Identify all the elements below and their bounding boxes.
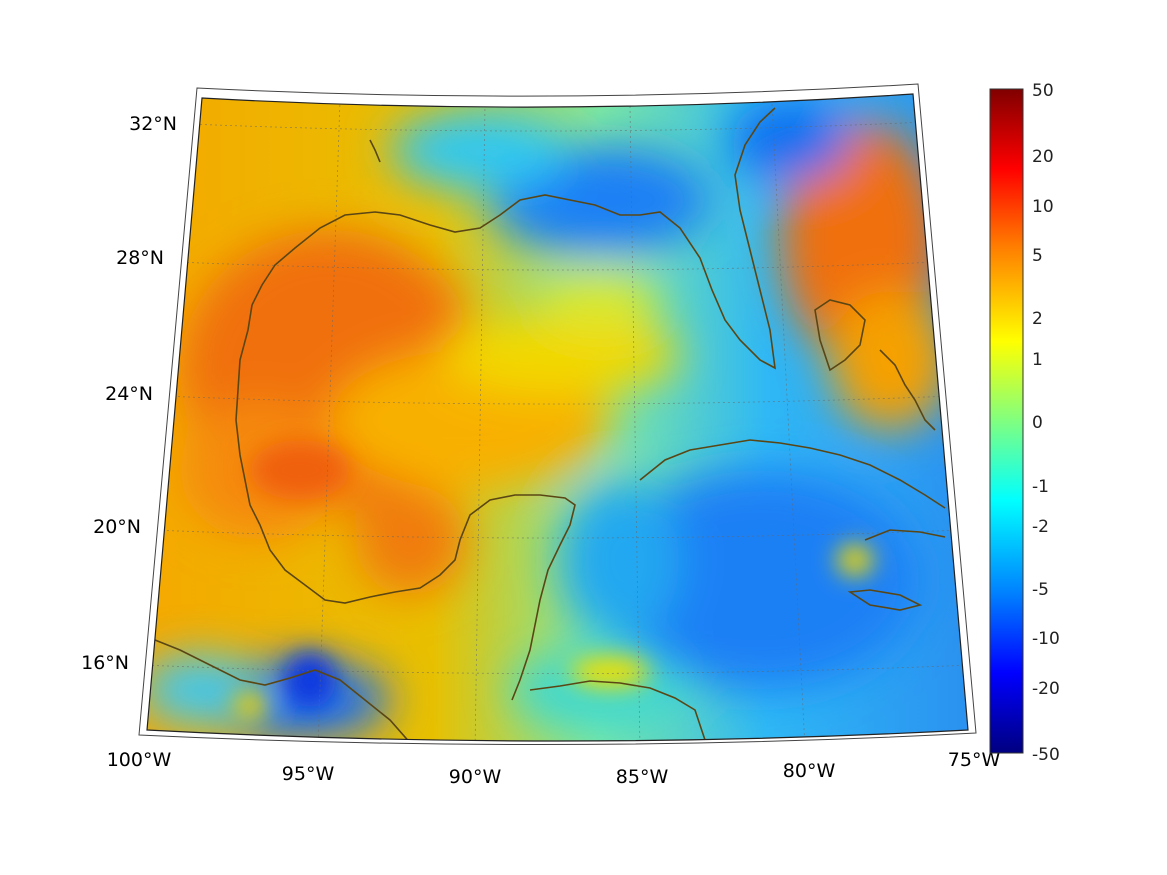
- lon-label: 90°W: [449, 766, 502, 788]
- colorbar-tick-label: -1: [1032, 477, 1049, 497]
- lat-label: 20°N: [93, 516, 141, 538]
- colorbar-tick-label: -2: [1032, 517, 1049, 537]
- colorbar-tick-label: -50: [1032, 745, 1060, 765]
- lon-label: 100°W: [107, 749, 172, 771]
- colorbar-tick-label: 5: [1032, 246, 1043, 266]
- colorbar-tick-label: 10: [1032, 197, 1054, 217]
- lat-label: 24°N: [105, 383, 153, 405]
- longitude-labels: 100°W 95°W 90°W 85°W 80°W 75°W: [107, 749, 1001, 788]
- lon-label: 95°W: [282, 763, 335, 785]
- colorbar-tick-label: -10: [1032, 629, 1060, 649]
- colorbar-gradient: [989, 88, 1024, 754]
- lat-label: 28°N: [116, 247, 164, 269]
- map-frame: [146, 93, 969, 742]
- colorbar-tick-label: -5: [1032, 580, 1049, 600]
- colorbar-tick-label: 20: [1032, 147, 1054, 167]
- graticule: [147, 99, 968, 741]
- latitude-labels: 32°N 28°N 24°N 20°N 16°N: [81, 113, 177, 674]
- anomaly-field: [147, 94, 968, 741]
- colorbar-tick-label: 50: [1032, 81, 1054, 101]
- colorbar-tick-label: 0: [1032, 413, 1043, 433]
- lon-label: 80°W: [783, 760, 836, 782]
- colorbar-tick-label: 1: [1032, 350, 1043, 370]
- lon-label: 75°W: [948, 749, 1001, 771]
- map-frame-outer: [138, 83, 977, 746]
- lat-label: 16°N: [81, 652, 129, 674]
- colorbar: 50 20 10 5 2 1 0 -1 -2 -5 -10 -20 -50: [989, 81, 1060, 765]
- lat-label: 32°N: [129, 113, 177, 135]
- colorbar-tick-label: -20: [1032, 679, 1060, 699]
- colorbar-tick-label: 2: [1032, 309, 1043, 329]
- coastlines: [154, 107, 946, 741]
- lon-label: 85°W: [616, 766, 669, 788]
